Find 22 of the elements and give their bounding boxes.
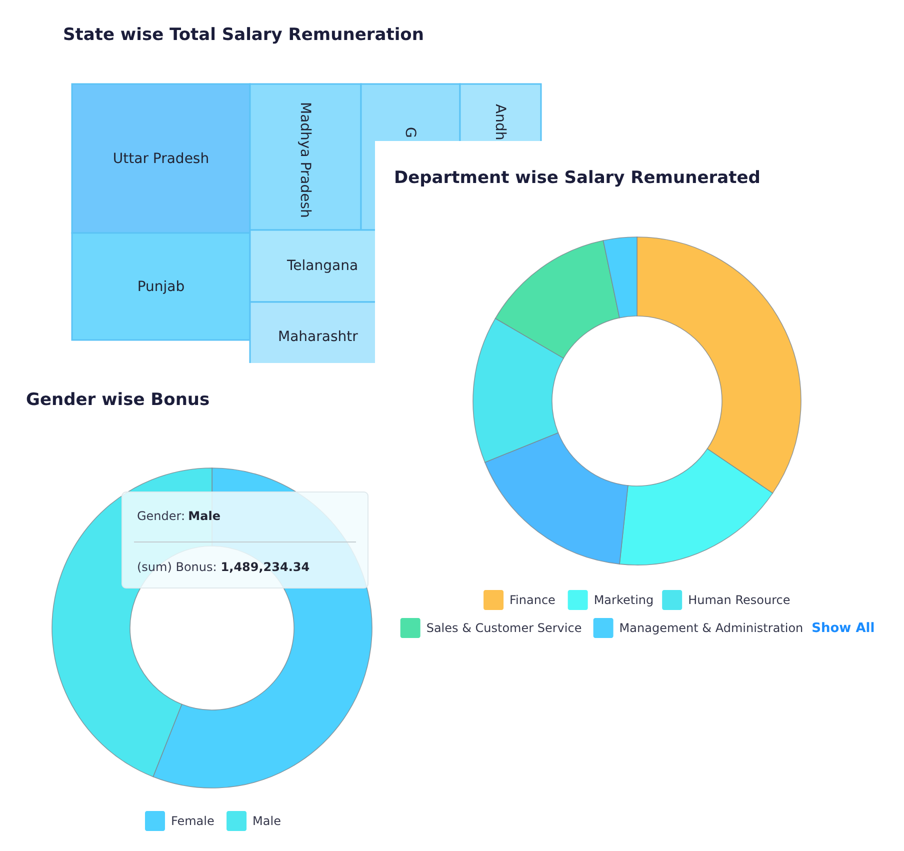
text: State wise Total Salary Remuneration xyxy=(63,25,424,45)
legend-label: Sales & Customer Service xyxy=(426,621,582,635)
text: Gender: xyxy=(137,509,186,523)
text: 1,489,234.34 xyxy=(220,560,310,574)
category-label: Madhya Pradesh xyxy=(297,102,313,218)
text: Male xyxy=(188,509,220,523)
category-label: Maharashtr xyxy=(278,329,358,345)
legend-label: Female xyxy=(170,814,214,828)
category-label: G xyxy=(402,127,418,138)
chart-title: Gender wise Bonus xyxy=(26,390,210,410)
legend-label: Human Resource xyxy=(688,593,790,607)
category-label: Punjab xyxy=(137,279,185,295)
legend-label: Marketing xyxy=(594,593,654,607)
legend-label: Finance xyxy=(510,593,556,607)
text: (sum) Bonus: xyxy=(137,560,217,574)
legend-label: Management & Administration xyxy=(619,621,804,635)
text: Show All xyxy=(812,621,875,636)
legend-label: Male xyxy=(252,814,281,828)
chart-title: Department wise Salary Remunerated xyxy=(394,168,760,188)
category-label: Telangana xyxy=(286,258,358,274)
category-label: Uttar Pradesh xyxy=(112,151,210,167)
category-label: Andh xyxy=(492,104,508,140)
